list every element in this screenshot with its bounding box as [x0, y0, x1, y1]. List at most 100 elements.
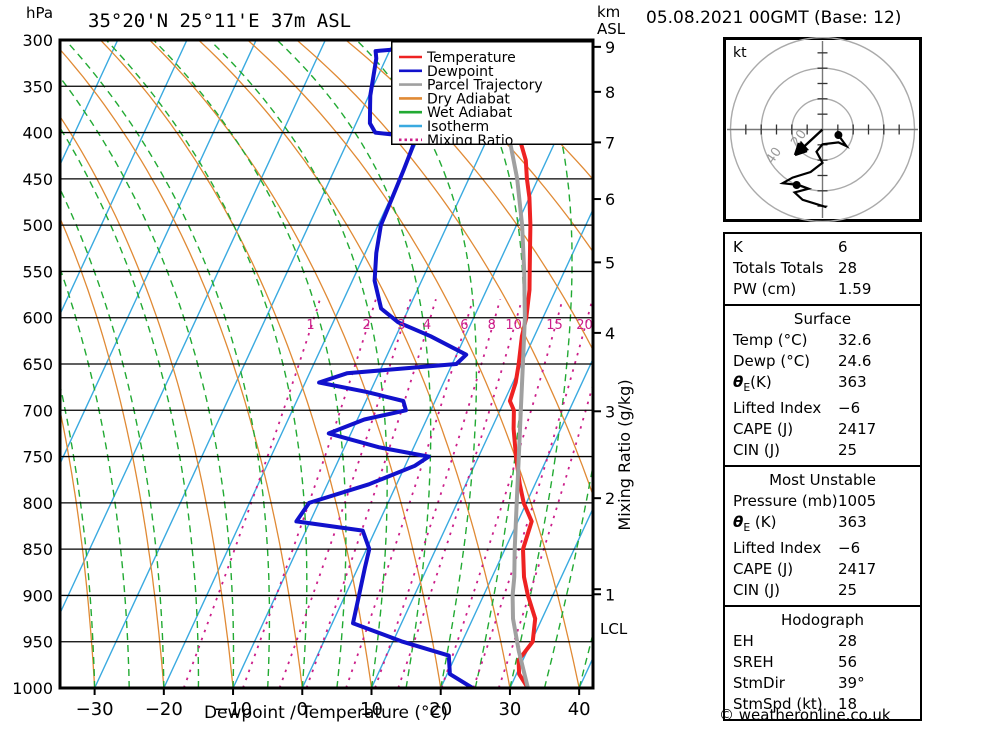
table-row-value: 1005 — [838, 492, 877, 510]
isotherm-line — [60, 40, 188, 316]
table-row-label: Temp (°C) — [733, 331, 808, 349]
table-row-label: Lifted Index — [733, 539, 822, 557]
table-row: Lifted Index −6 — [725, 538, 920, 559]
table-header: Surface — [793, 310, 852, 328]
altitude-tick-label: 8 — [605, 83, 615, 102]
pressure-tick-label: 900 — [22, 586, 53, 605]
x-axis-tick-label: 40 — [568, 699, 591, 720]
table-header: Most Unstable — [769, 471, 876, 489]
table-row-label: θE (K) — [733, 513, 777, 534]
isotherm-line — [509, 506, 593, 688]
profile-line-dewpoint — [294, 40, 475, 688]
pressure-tick-label: 500 — [22, 216, 53, 235]
legend-box — [391, 41, 593, 145]
pressure-tick-label: 350 — [22, 77, 53, 96]
altitude-tick-label: 1 — [605, 585, 615, 604]
x-axis-tick-label: −20 — [145, 699, 183, 720]
table-row-label: StmSpd (kt) — [733, 695, 823, 713]
legend-label: Mixing Ratio — [427, 133, 513, 145]
hodograph-storm-marker — [834, 131, 843, 140]
mixing-ratio-value-label: 1 — [306, 318, 314, 333]
pressure-tick-label: 400 — [22, 124, 53, 143]
pressure-tick-label: 850 — [22, 540, 53, 559]
mixing-ratio-line — [472, 298, 593, 688]
table-row-value: 18 — [838, 695, 858, 713]
table-row-label: CAPE (J) — [733, 420, 794, 438]
wet-adiabat-line — [614, 22, 640, 689]
altitude-tick-label: 7 — [605, 133, 615, 152]
station-title: 35°20'N 25°11'E 37m ASL — [88, 10, 352, 32]
table-row-value: 28 — [838, 632, 858, 650]
pressure-tick-label: 800 — [22, 494, 53, 513]
table-row-label: CIN (J) — [733, 581, 781, 599]
wet-adiabat-line — [60, 187, 165, 688]
table-row-label: Pressure (mb) — [733, 492, 838, 510]
wet-adiabat-line — [543, 461, 593, 688]
table-row-label: K — [733, 238, 743, 256]
table-row-value: 56 — [838, 653, 858, 671]
table-row-value: 32.6 — [838, 331, 872, 349]
table-row-label: Dewp (°C) — [733, 352, 811, 370]
table-row-value: −6 — [838, 399, 861, 417]
plot-frame — [58, 38, 595, 690]
table-row-value: 6 — [838, 238, 848, 256]
mixing-ratio-value-label: 10 — [505, 318, 522, 333]
x-axis-tick-label: −30 — [76, 699, 114, 720]
x-axis-tick-label: 10 — [360, 699, 383, 720]
dry-adiabat-line — [60, 216, 165, 688]
mixing-ratio-value-label: 8 — [488, 318, 496, 333]
altitude-unit-label-asl: ASL — [597, 20, 626, 38]
pressure-tick-label: 650 — [22, 355, 53, 374]
hodograph-arrow-head — [795, 141, 809, 155]
table-row: Totals Totals 28 — [725, 258, 920, 279]
table-row-label: θE(K) — [733, 373, 772, 394]
x-axis-label: Dewpoint / Temperature (°C) — [204, 703, 448, 723]
mixing-ratio-value-label: 2 — [363, 318, 371, 333]
pressure-tick-label: 600 — [22, 309, 53, 328]
mixing-ratio-line — [242, 298, 377, 688]
isotherm-line — [60, 40, 119, 167]
table-row: StmDir 39° — [725, 673, 920, 694]
hodograph-mean-marker — [792, 181, 801, 189]
mixing-ratio-line — [278, 298, 412, 688]
pressure-tick-label: 450 — [22, 170, 53, 189]
table-row: StmSpd (kt) 18 — [725, 694, 920, 715]
mixing-ratio-labels: 1 2 3 4 6 8 10 15 20 — [306, 318, 592, 333]
table-row-label: EH — [733, 632, 754, 650]
legend-label: Wet Adiabat — [427, 105, 513, 121]
pressure-tick-label: 300 — [22, 31, 53, 50]
pressure-unit-label: hPa — [26, 4, 54, 22]
wet-adiabat-line — [60, 381, 96, 688]
altitude-tick-label: 9 — [605, 38, 615, 57]
wet-adiabat-line — [509, 40, 573, 688]
altitude-unit-label-km: km — [597, 3, 621, 21]
altitude-tick-label: 2 — [605, 489, 615, 508]
legend-label: Dry Adiabat — [427, 91, 510, 107]
table-section-most-unstable: Most Unstable Pressure (mb) 1005 θE (K) 363 L… — [725, 465, 920, 605]
altitude-tick-label: 3 — [605, 402, 615, 421]
x-axis-tick-label: −10 — [214, 699, 252, 720]
table-row-value: 2417 — [838, 560, 877, 578]
hodograph-trace — [779, 134, 850, 209]
mixing-ratio-line — [397, 298, 523, 688]
table-row-value: 28 — [838, 259, 858, 277]
data-tables: K 6 Totals Totals 28 PW (cm) 1.59 Surface Temp … — [723, 232, 922, 721]
mixing-ratio-value-label: 4 — [423, 318, 431, 333]
mixing-ratio-value-label: 20 — [576, 318, 593, 333]
legend-label: Dewpoint — [427, 64, 494, 80]
wet-adiabat-line — [64, 40, 271, 688]
table-row-value: 363 — [838, 373, 867, 391]
dry-adiabat-line — [611, 22, 640, 689]
table-row-label: CIN (J) — [733, 441, 781, 459]
pressure-tick-label: 1000 — [12, 679, 53, 698]
table-row: Dewp (°C) 24.6 — [725, 351, 920, 372]
legend-label: Parcel Trajectory — [427, 78, 543, 94]
table-row: Pressure (mb) 1005 — [725, 491, 920, 512]
wet-adiabat-line — [208, 40, 388, 688]
table-row: CAPE (J) 2417 — [725, 559, 920, 580]
table-section-surface: Surface Temp (°C) 32.6 Dewp (°C) 24.6 θE(K) 36… — [725, 304, 920, 465]
table-row-label: SREH — [733, 653, 774, 671]
